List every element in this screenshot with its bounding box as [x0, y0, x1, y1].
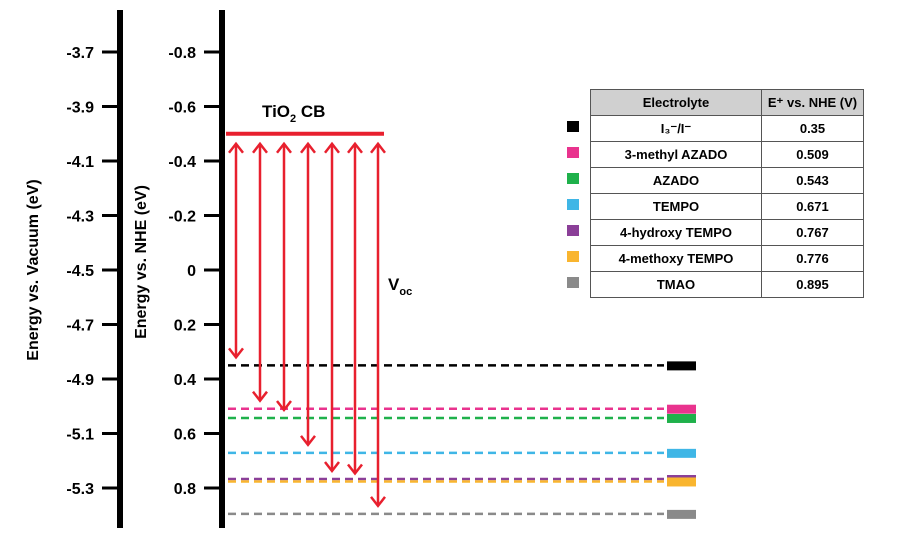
legend-swatch [567, 121, 579, 132]
voc-arrow [228, 141, 244, 360]
table-row: 3-methyl AZADO 0.509 [590, 141, 864, 168]
voc-arrow-head-top [276, 141, 292, 154]
voc-arrow [370, 141, 386, 508]
table-header-row: Electrolyte E⁺ vs. NHE (V) [590, 89, 864, 116]
conduction-band-label: TiO2 CB [262, 102, 325, 125]
voc-arrow-head-top [228, 141, 244, 154]
voc-arrows [228, 141, 386, 508]
electrolyte-potential: 0.35 [761, 115, 864, 142]
table-row: 4-hydroxy TEMPO 0.767 [590, 219, 864, 246]
voc-arrow-head-top [370, 141, 386, 154]
legend-swatch [567, 225, 579, 236]
energy-level-marker [667, 413, 696, 423]
energy-level-marker [667, 509, 696, 519]
table-row: TMAO 0.895 [590, 271, 864, 298]
electrolyte-levels [228, 361, 696, 519]
electrolyte-potential: 0.776 [761, 245, 864, 272]
voc-arrow-head-bottom [300, 435, 316, 447]
voc-arrow-head-top [300, 141, 316, 154]
nhe-tick-label: -0.2 [168, 209, 196, 226]
voc-arrow-head-bottom [252, 390, 268, 403]
nhe-tick-label: 0.8 [174, 481, 196, 498]
voc-label-sub: oc [399, 286, 412, 298]
legend-swatch [567, 277, 579, 288]
vacuum-tick-label: -5.1 [66, 427, 94, 444]
legend-swatch [567, 199, 579, 210]
energy-level-marker [667, 361, 696, 371]
table-row: 4-methoxy TEMPO 0.776 [590, 245, 864, 272]
voc-arrow-head-bottom [276, 400, 292, 413]
cb-label-tail: CB [296, 102, 325, 121]
vacuum-tick-label: -5.3 [66, 481, 94, 498]
table-row: TEMPO 0.671 [590, 193, 864, 220]
electrolyte-potential: 0.895 [761, 271, 864, 298]
voc-label-main: V [388, 275, 400, 294]
energy-level-marker [667, 404, 696, 414]
electrolyte-potential: 0.509 [761, 141, 864, 168]
voc-arrow-head-top [252, 141, 268, 154]
nhe-tick-label: -0.6 [168, 100, 196, 117]
vacuum-tick-label: -3.7 [66, 45, 94, 62]
voc-arrow [276, 141, 292, 413]
nhe-tick-label: -0.4 [168, 154, 196, 171]
electrolyte-name: 4-hydroxy TEMPO [590, 219, 762, 246]
voc-arrow-head-bottom [228, 347, 244, 360]
legend-swatch [567, 173, 579, 184]
energy-level-marker [667, 477, 696, 487]
nhe-tick-label: -0.8 [168, 45, 196, 62]
electrolyte-name: AZADO [590, 167, 762, 194]
vacuum-tick-label: -3.9 [66, 100, 94, 117]
voc-arrow-head-bottom [370, 496, 386, 508]
vacuum-tick-label: -4.5 [66, 263, 94, 280]
electrolyte-name: TMAO [590, 271, 762, 298]
voc-arrow-head-bottom [347, 463, 363, 476]
table-body: I₃⁻/I⁻ 0.35 3-methyl AZADO 0.509 AZADO 0.543 T… [590, 115, 864, 298]
electrolyte-table: Electrolyte E⁺ vs. NHE (V) I₃⁻/I⁻ 0.35 3-m… [590, 89, 864, 298]
voc-arrow-head-bottom [324, 461, 340, 474]
nhe-axis-title: Energy vs. NHE (eV) [133, 185, 150, 339]
voc-arrow-head-top [347, 141, 363, 154]
vacuum-tick-label: -4.7 [66, 318, 94, 335]
voc-arrow [347, 141, 363, 476]
electrolyte-name: 3-methyl AZADO [590, 141, 762, 168]
cb-label-sub: 2 [290, 113, 296, 125]
nhe-tick-label: 0.4 [174, 372, 196, 389]
electrolyte-potential: 0.671 [761, 193, 864, 220]
table-row: AZADO 0.543 [590, 167, 864, 194]
nhe-tick-label: 0.6 [174, 427, 196, 444]
vacuum-axis-title: Energy vs. Vacuum (eV) [25, 179, 42, 360]
nhe-tick-label: 0 [187, 263, 196, 280]
cb-label-main: TiO [262, 102, 290, 121]
vacuum-tick-label: -4.1 [66, 154, 94, 171]
header-potential: E⁺ vs. NHE (V) [761, 89, 864, 116]
electrolyte-name: I₃⁻/I⁻ [590, 115, 762, 142]
voc-label: Voc [388, 275, 412, 298]
voc-arrow [300, 141, 316, 447]
legend-swatch [567, 251, 579, 262]
table-row: I₃⁻/I⁻ 0.35 [590, 115, 864, 142]
voc-arrow-head-top [324, 141, 340, 154]
header-electrolyte: Electrolyte [590, 89, 762, 116]
electrolyte-potential: 0.767 [761, 219, 864, 246]
nhe-axis-ticks: -0.8 -0.6 -0.4 -0.2 0 0.2 0.4 0.6 0.8 [168, 45, 222, 498]
electrolyte-potential: 0.543 [761, 167, 864, 194]
vacuum-axis-ticks: -3.7 -3.9 -4.1 -4.3 -4.5 -4.7 -4.9 -5.1 -5.3 [66, 45, 120, 498]
energy-level-marker [667, 448, 696, 458]
vacuum-tick-label: -4.3 [66, 209, 94, 226]
electrolyte-name: TEMPO [590, 193, 762, 220]
electrolyte-name: 4-methoxy TEMPO [590, 245, 762, 272]
nhe-tick-label: 0.2 [174, 318, 196, 335]
legend-swatch [567, 147, 579, 158]
voc-arrow [324, 141, 340, 474]
voc-arrow [252, 141, 268, 403]
vacuum-tick-label: -4.9 [66, 372, 94, 389]
